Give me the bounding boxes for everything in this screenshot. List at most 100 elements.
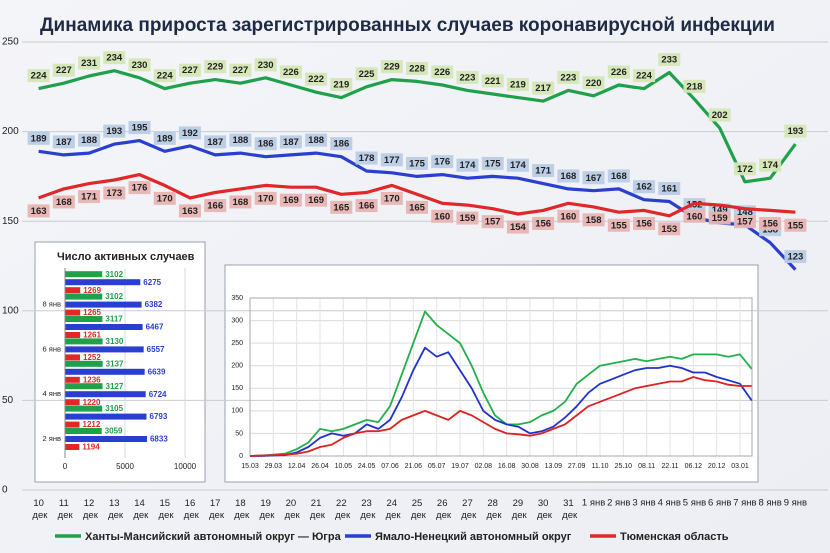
label-box: [557, 70, 580, 84]
label-box: [330, 200, 353, 214]
data-label: 3059: [105, 427, 123, 436]
x-tick-label: 27.09: [568, 463, 586, 470]
data-label: 217: [535, 83, 551, 94]
label-box: [128, 121, 151, 135]
label-box: [658, 52, 681, 66]
x-tick-label: 26.04: [311, 463, 329, 470]
x-tick-label: 2 янв: [607, 498, 630, 509]
y-tick-label: 200: [231, 363, 243, 370]
data-label: 152: [687, 200, 703, 211]
bar: [65, 383, 103, 390]
label-box: [582, 76, 605, 90]
x-tick-label: 11.10: [592, 463, 609, 470]
data-label: 170: [384, 193, 400, 204]
data-label: 195: [132, 123, 149, 134]
data-label: 138: [762, 225, 778, 236]
x-tick-label: 30 дек: [534, 498, 552, 521]
x-tick-label: 08.11: [638, 463, 655, 470]
label-box: [633, 180, 656, 194]
label-box: [78, 190, 101, 204]
x-tick-label: 3 янв: [632, 498, 655, 509]
data-label: 226: [283, 67, 299, 78]
x-tick-label: 02.08: [475, 463, 493, 470]
label-box: [27, 131, 50, 145]
data-label: 3102: [105, 292, 123, 301]
x-tick-label: 16 дек: [181, 498, 199, 521]
data-label: 226: [434, 67, 450, 78]
data-label: 3102: [105, 270, 123, 279]
data-label: 161: [661, 184, 678, 195]
x-tick-label: 26 дек: [433, 498, 451, 521]
label-box: [759, 216, 782, 230]
data-label: 123: [787, 252, 803, 263]
data-label: 178: [359, 153, 375, 164]
data-label: 159: [712, 213, 728, 224]
label-box: [52, 135, 75, 149]
label-box: [506, 78, 529, 92]
label-box: [683, 209, 706, 223]
data-label: 188: [81, 135, 97, 146]
data-label: 3137: [106, 359, 124, 368]
data-label: 153: [661, 224, 677, 235]
bar: [65, 301, 142, 308]
label-box: [431, 65, 454, 79]
data-label: 156: [535, 218, 551, 229]
data-label: 230: [132, 60, 148, 71]
data-label: 226: [611, 67, 627, 78]
data-label: 219: [333, 80, 349, 91]
data-label: 234: [106, 53, 123, 64]
data-label: 193: [106, 126, 122, 137]
data-label: 158: [586, 215, 602, 226]
x-tick-label: 13 дек: [105, 498, 123, 521]
x-tick-label: 03.01: [731, 463, 749, 470]
x-tick-label: 25.10: [615, 463, 633, 470]
label-box: [305, 133, 328, 147]
label-box: [481, 215, 504, 229]
bar: [65, 279, 141, 286]
data-label: 223: [560, 72, 576, 83]
data-label: 6557: [147, 345, 165, 354]
label-box: [305, 193, 328, 207]
label-box: [532, 81, 555, 95]
x-tick-label: 15.03: [241, 463, 259, 470]
x-tick-label: 20.12: [708, 463, 726, 470]
data-label: 156: [636, 218, 652, 229]
y-tick-label: 50: [235, 430, 243, 437]
label-box: [406, 61, 428, 75]
data-label: 224: [157, 71, 174, 82]
data-label: 1265: [83, 308, 101, 317]
data-label: 6639: [148, 367, 166, 376]
label-box: [658, 181, 681, 195]
data-label: 6275: [143, 278, 161, 287]
label-box: [204, 60, 227, 74]
y-tick-label: 4 янв: [43, 389, 61, 398]
data-label: 162: [636, 182, 652, 193]
y-tick-label: 100: [2, 305, 19, 316]
y-tick-label: 8 янв: [43, 300, 61, 309]
data-label: 175: [485, 158, 502, 169]
x-tick-label: 31 дек: [560, 498, 578, 521]
data-label: 174: [510, 160, 527, 171]
data-label: 174: [460, 160, 477, 171]
x-tick-label: 25 дек: [408, 498, 426, 521]
label-box: [406, 200, 428, 214]
legend-label: Тюменская область: [620, 531, 729, 543]
x-tick-label: 23 дек: [358, 498, 376, 521]
label-box: [582, 171, 605, 185]
label-box: [103, 124, 126, 138]
label-box: [380, 153, 403, 167]
label-box: [254, 58, 277, 72]
bar: [65, 338, 103, 345]
x-tick-label: 8 янв: [758, 498, 781, 509]
label-box: [78, 56, 101, 70]
data-label: 176: [132, 183, 148, 194]
x-tick-label: 5000: [116, 462, 134, 471]
data-label: 160: [687, 211, 703, 222]
data-label: 167: [586, 173, 602, 184]
legend: Ханты-Мансийский автономный округ — Югра…: [55, 531, 729, 543]
label-box: [153, 131, 176, 145]
x-tick-label: 28 дек: [484, 498, 502, 521]
y-tick-label: 0: [2, 485, 8, 496]
data-label: 202: [712, 110, 728, 121]
label-box: [178, 204, 201, 218]
